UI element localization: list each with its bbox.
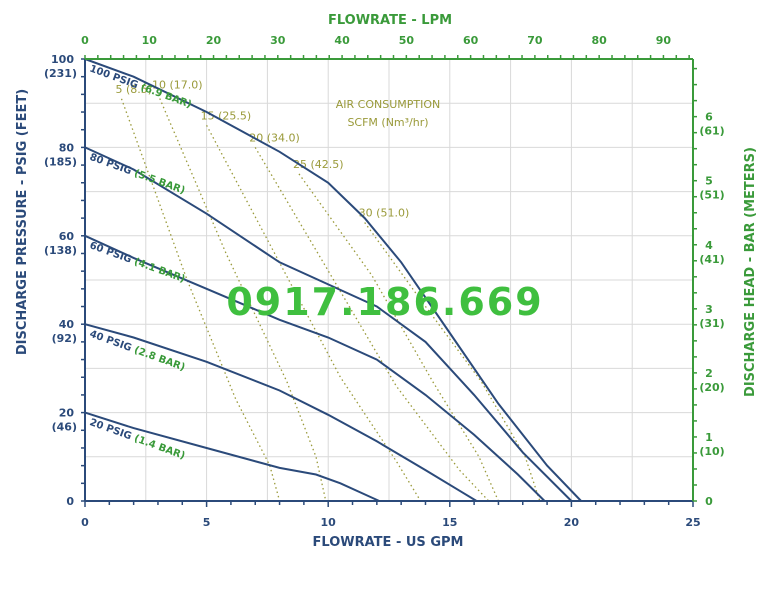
y-tick-label: 40 (59, 318, 75, 331)
y-tick-label: 100 (51, 53, 74, 66)
y-tick-sublabel: (231) (44, 67, 77, 80)
x2-tick-label: 80 (592, 34, 608, 47)
air-consumption-label: 10 (17.0) (152, 78, 203, 91)
x2-tick-label: 30 (270, 34, 286, 47)
x2-axis-title: FLOWRATE - LPM (328, 13, 452, 28)
y2-tick-label: 5 (705, 175, 713, 188)
series-line (84, 146, 573, 502)
air-consumption-line (157, 94, 327, 502)
y2-axis-title: DISCHARGE HEAD - BAR (METERS) (743, 147, 758, 397)
x2-tick-label: 90 (656, 34, 672, 47)
x-tick-label: 10 (321, 516, 337, 529)
air-consumption-label: 30 (51.0) (359, 207, 410, 220)
x2-tick-label: 70 (527, 34, 543, 47)
y2-tick-sublabel: (51) (699, 189, 724, 202)
y-tick-label: 60 (59, 230, 75, 243)
air-consumption-units: SCFM (Nm³/hr) (347, 116, 428, 129)
y-tick-sublabel: (138) (44, 244, 77, 257)
x-tick-label: 0 (81, 516, 89, 529)
y2-tick-label: 1 (705, 431, 713, 444)
air-consumption-label: 5 (8.5) (115, 83, 152, 96)
y-axis-title: DISCHARGE PRESSURE - PSIG (FEET) (15, 89, 30, 355)
y2-tick-label: 3 (705, 303, 713, 316)
x2-tick-label: 20 (206, 34, 222, 47)
x-tick-label: 5 (203, 516, 211, 529)
x2-tick-label: 60 (463, 34, 479, 47)
x-tick-label: 15 (442, 516, 457, 529)
air-consumption-title: AIR CONSUMPTION (336, 98, 440, 111)
air-consumption-label: 20 (34.0) (249, 131, 300, 144)
air-consumption-label: 15 (25.5) (201, 109, 252, 122)
series-line (84, 234, 546, 502)
y-tick-sublabel: (46) (52, 421, 77, 434)
series-line (84, 323, 478, 502)
y2-tick-sublabel: (10) (699, 445, 724, 458)
air-consumption-line (206, 124, 422, 502)
y2-tick-label: 6 (705, 111, 713, 124)
x-tick-label: 20 (564, 516, 580, 529)
air-consumption-curves: 5 (8.5) 10 (17.0)15 (25.5)20 (34.0)25 (42… (115, 78, 541, 502)
x2-tick-label: 50 (399, 34, 415, 47)
y2-tick-label: 2 (705, 367, 713, 380)
series-line (84, 411, 380, 502)
series-label: 60 PSIG (4.1 BAR) (88, 240, 186, 285)
x-tick-label: 25 (685, 516, 700, 529)
y-tick-sublabel: (185) (44, 155, 77, 168)
y2-tick-sublabel: (61) (699, 125, 724, 138)
x2-tick-label: 0 (81, 34, 89, 47)
y2-tick-label: 0 (705, 495, 713, 508)
y2-tick-sublabel: (31) (699, 317, 724, 330)
y2-tick-sublabel: (20) (699, 381, 724, 394)
air-consumption-line (364, 222, 541, 502)
watermark: 0917.186.669 (226, 280, 543, 324)
y2-tick-label: 4 (705, 239, 713, 252)
y-tick-label: 20 (59, 407, 75, 420)
air-consumption-line (298, 173, 499, 502)
air-consumption-line (254, 147, 490, 502)
axes: 0 5 10 15 20 250 10 20 30 40 50 60 70 80 90020(46)40(9… (44, 34, 725, 529)
x2-tick-label: 40 (334, 34, 350, 47)
x-axis-title: FLOWRATE - US GPM (313, 535, 464, 550)
y-tick-label: 0 (66, 495, 74, 508)
x2-tick-label: 10 (142, 34, 158, 47)
y-tick-label: 80 (59, 141, 75, 154)
series-line (84, 58, 582, 502)
y-tick-sublabel: (92) (52, 332, 77, 345)
y2-tick-sublabel: (41) (699, 253, 724, 266)
series-label: 80 PSIG (5.5 BAR) (88, 152, 186, 197)
